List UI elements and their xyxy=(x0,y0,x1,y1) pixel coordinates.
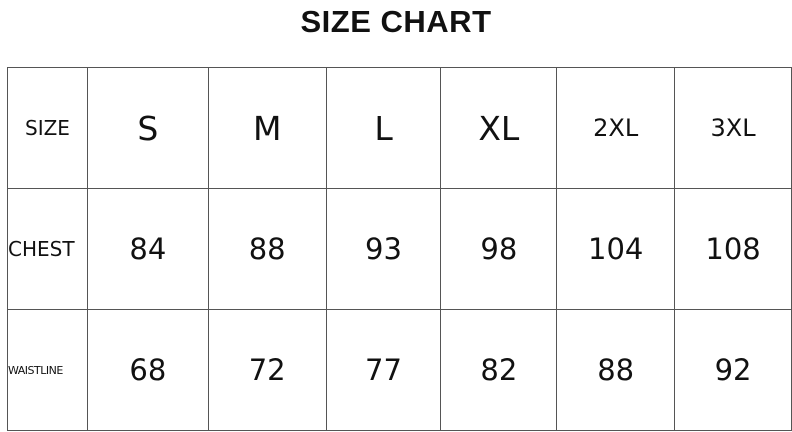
table-cell: 88 xyxy=(207,188,327,310)
table-cell: 108 xyxy=(674,188,792,310)
table-row-chest: CHEST 84 88 93 98 104 108 xyxy=(7,188,792,310)
header-cell: M xyxy=(207,67,327,189)
table-cell: 77 xyxy=(325,309,442,431)
table-cell: 84 xyxy=(86,188,209,310)
table-cell: 92 xyxy=(674,309,792,431)
table-cell: 104 xyxy=(556,188,676,310)
header-cell: L xyxy=(325,67,442,189)
table-cell: 82 xyxy=(440,309,558,431)
table-cell: 88 xyxy=(556,309,676,431)
size-chart-table: SIZE S M L XL 2XL 3XL CHEST 84 88 93 98 … xyxy=(7,67,792,431)
header-cell: 2XL xyxy=(556,67,676,189)
table-cell: 68 xyxy=(86,309,209,431)
table-cell: 72 xyxy=(207,309,327,431)
header-cell: XL xyxy=(440,67,558,189)
page-title: SIZE CHART xyxy=(300,4,492,39)
row-label: CHEST xyxy=(7,188,88,310)
table-row-waistline: WAISTLINE 68 72 77 82 88 92 xyxy=(7,309,792,431)
table-header-row: SIZE S M L XL 2XL 3XL xyxy=(7,67,792,189)
row-label: WAISTLINE xyxy=(7,309,88,431)
table-cell: 98 xyxy=(440,188,558,310)
header-cell: 3XL xyxy=(674,67,792,189)
header-cell: S xyxy=(86,67,209,189)
table-cell: 93 xyxy=(325,188,442,310)
header-cell-size: SIZE xyxy=(7,67,88,189)
